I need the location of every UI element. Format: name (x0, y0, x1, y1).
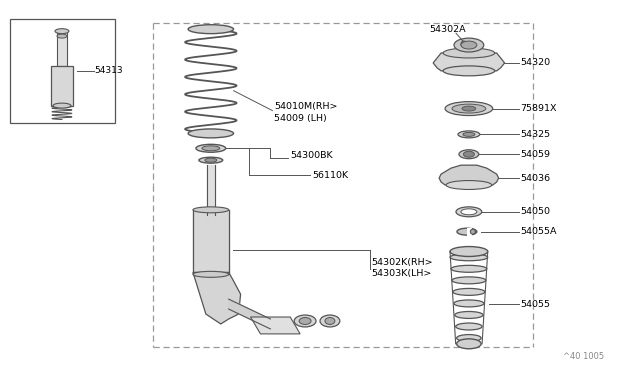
Ellipse shape (196, 144, 226, 152)
Ellipse shape (470, 229, 476, 234)
Text: 54055: 54055 (520, 299, 550, 309)
Text: 54320: 54320 (520, 58, 550, 67)
Ellipse shape (199, 157, 223, 163)
Text: 54055A: 54055A (520, 227, 557, 236)
Ellipse shape (463, 132, 475, 137)
Ellipse shape (193, 271, 228, 277)
Polygon shape (228, 299, 270, 329)
Ellipse shape (188, 129, 234, 138)
Ellipse shape (299, 318, 311, 324)
Ellipse shape (463, 151, 474, 157)
Ellipse shape (462, 106, 476, 111)
Text: 54313: 54313 (95, 66, 124, 76)
Text: 54302A: 54302A (429, 25, 466, 34)
Text: 54036: 54036 (520, 174, 550, 183)
Text: ^40 1005: ^40 1005 (563, 352, 604, 361)
Ellipse shape (450, 254, 488, 261)
Bar (10, 19, 115, 124)
Text: 54010M(RH>: 54010M(RH> (275, 102, 338, 111)
Bar (467, 228, 472, 235)
Bar (51, 66, 73, 106)
Ellipse shape (461, 41, 477, 49)
Ellipse shape (188, 25, 234, 33)
Ellipse shape (450, 247, 488, 256)
Text: 75891X: 75891X (520, 104, 557, 113)
Ellipse shape (294, 315, 316, 327)
Text: 56110K: 56110K (312, 171, 348, 180)
Ellipse shape (454, 38, 484, 52)
Polygon shape (207, 165, 215, 215)
Bar (57, 31, 67, 66)
Ellipse shape (456, 323, 482, 330)
Ellipse shape (461, 209, 477, 215)
Ellipse shape (446, 180, 492, 189)
Ellipse shape (456, 334, 481, 341)
Polygon shape (250, 317, 300, 334)
Ellipse shape (205, 158, 217, 162)
Ellipse shape (55, 29, 69, 33)
Ellipse shape (452, 277, 486, 284)
Polygon shape (433, 53, 504, 71)
Ellipse shape (456, 339, 481, 349)
Text: 54009 (LH): 54009 (LH) (275, 114, 327, 123)
Ellipse shape (461, 41, 467, 47)
Ellipse shape (455, 311, 483, 318)
Ellipse shape (459, 150, 479, 159)
Text: 54303K(LH>: 54303K(LH> (372, 269, 432, 278)
Ellipse shape (458, 131, 480, 138)
Ellipse shape (202, 146, 220, 151)
Polygon shape (193, 272, 241, 324)
Text: 54302K(RH>: 54302K(RH> (372, 258, 433, 267)
Text: 54050: 54050 (520, 207, 550, 216)
Ellipse shape (456, 207, 482, 217)
Ellipse shape (445, 102, 493, 116)
Ellipse shape (193, 207, 228, 213)
Ellipse shape (443, 48, 495, 58)
Ellipse shape (457, 228, 477, 235)
Ellipse shape (452, 104, 486, 113)
Ellipse shape (443, 66, 495, 76)
Ellipse shape (57, 34, 67, 38)
Polygon shape (439, 165, 499, 185)
Text: 54325: 54325 (520, 130, 550, 139)
Text: 54059: 54059 (520, 150, 550, 159)
Ellipse shape (451, 265, 487, 272)
Ellipse shape (53, 103, 71, 108)
Ellipse shape (454, 300, 484, 307)
Ellipse shape (320, 315, 340, 327)
Ellipse shape (453, 288, 485, 295)
Ellipse shape (325, 318, 335, 324)
Polygon shape (193, 210, 228, 274)
Text: 54300BK: 54300BK (290, 151, 333, 160)
